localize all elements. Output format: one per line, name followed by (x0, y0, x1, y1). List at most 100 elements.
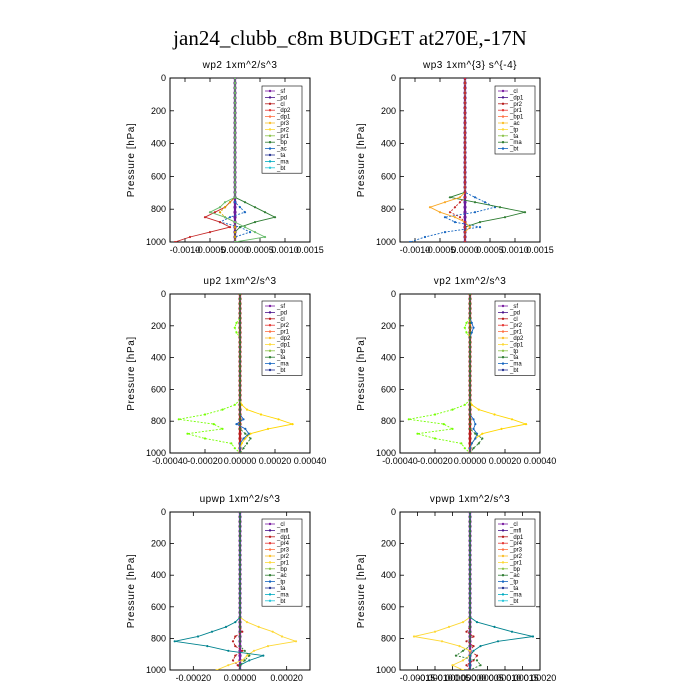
y-axis-label: Pressure [hPa] (356, 123, 367, 198)
series-point (463, 205, 467, 209)
series-point (468, 418, 472, 421)
legend-label: _tp (509, 349, 519, 355)
series-point (479, 645, 482, 648)
y-tick-label: 200 (381, 539, 396, 549)
y-axis-label: Pressure [hPa] (126, 336, 137, 411)
series-point (236, 664, 239, 667)
chart-panel-1: wp2 1xm^2/s^3 Pressure [hPa] 0 200 400 600 800… (126, 60, 324, 255)
series-point (463, 78, 467, 80)
series-point (463, 101, 467, 104)
legend-marker (501, 529, 505, 532)
legend-label: _ta (509, 355, 519, 361)
series-point (510, 630, 514, 633)
series-point (294, 640, 298, 643)
series-point (468, 601, 472, 605)
x-tick-label: -0.00005 (435, 673, 471, 683)
series-point (408, 240, 412, 242)
legend-marker (501, 147, 505, 150)
legend-marker (268, 102, 272, 106)
series-point (468, 668, 472, 670)
legend-marker (501, 561, 505, 564)
series-point (233, 151, 237, 154)
legend-label: _bp (276, 567, 288, 573)
series-point (463, 116, 467, 119)
legend-marker (501, 349, 505, 352)
series-point (468, 606, 472, 609)
series-point (238, 549, 242, 552)
series-point (468, 554, 472, 557)
series-point (238, 668, 242, 670)
series-point (238, 336, 242, 339)
series-point (233, 146, 237, 149)
series-point (458, 645, 461, 648)
series-point (238, 640, 242, 643)
legend-label: _ma (276, 362, 289, 368)
series-point (244, 432, 247, 435)
series-point (249, 432, 252, 435)
series-point (483, 201, 487, 204)
plot-frame (169, 77, 311, 243)
legend-marker (501, 96, 505, 99)
x-tick-label: 0.0015 (296, 245, 324, 255)
series-point (468, 370, 472, 373)
series-point (463, 96, 467, 99)
series-point (468, 625, 472, 629)
series-point (238, 616, 242, 619)
series-point (271, 630, 274, 633)
y-tick-label: 1000 (376, 237, 396, 247)
series-point (468, 577, 472, 581)
y-tick-label: 1000 (376, 448, 396, 458)
series-point (238, 206, 242, 209)
series-point (468, 630, 472, 633)
legend-label: _cl (276, 522, 285, 528)
series-point (259, 413, 263, 416)
series-point (474, 423, 477, 426)
series-point (468, 568, 472, 571)
series-point (233, 201, 237, 204)
series-point (235, 321, 238, 324)
legend-marker (268, 89, 272, 93)
series-point (468, 294, 472, 296)
series-point (212, 423, 215, 426)
series-point (463, 81, 467, 85)
series-point (468, 447, 472, 450)
series-point (468, 649, 472, 652)
series-point (233, 78, 237, 80)
series-point (238, 307, 242, 310)
y-tick-label: 1000 (146, 237, 166, 247)
series-point (238, 512, 242, 514)
legend: _cl_dp1_pr2_pr1_bp1_ac_tp_ta_ma_bt (494, 85, 536, 155)
series-point (468, 403, 472, 406)
series-point (463, 136, 467, 139)
x-tick-label: 0.00005 (471, 673, 504, 683)
series-point (233, 171, 237, 174)
series-point (468, 331, 472, 334)
series-point (233, 215, 237, 219)
series-point (468, 345, 472, 349)
series-point (461, 649, 465, 652)
series-point (468, 398, 472, 402)
series-point (228, 201, 232, 204)
series-point (227, 649, 230, 652)
series-point (243, 201, 247, 204)
series-point (238, 554, 242, 557)
series-point (238, 423, 242, 426)
series-point (221, 427, 224, 430)
series-point (233, 156, 237, 159)
series-point (231, 659, 235, 662)
x-tick-label: 0.0015 (526, 245, 554, 255)
series-point (493, 625, 496, 629)
legend-marker (501, 330, 505, 333)
legend-marker (268, 304, 272, 308)
y-tick-label: 600 (381, 171, 396, 181)
series-point (233, 205, 237, 209)
legend-marker (501, 121, 505, 125)
series-point (463, 191, 467, 194)
legend-label: _mfl (509, 528, 521, 534)
series-point (468, 307, 472, 310)
series-line-ac (174, 512, 264, 670)
series-point (468, 360, 472, 363)
series-point (238, 649, 242, 653)
legend-label: _pr2 (276, 554, 290, 560)
legend-label: _cl (509, 522, 518, 528)
